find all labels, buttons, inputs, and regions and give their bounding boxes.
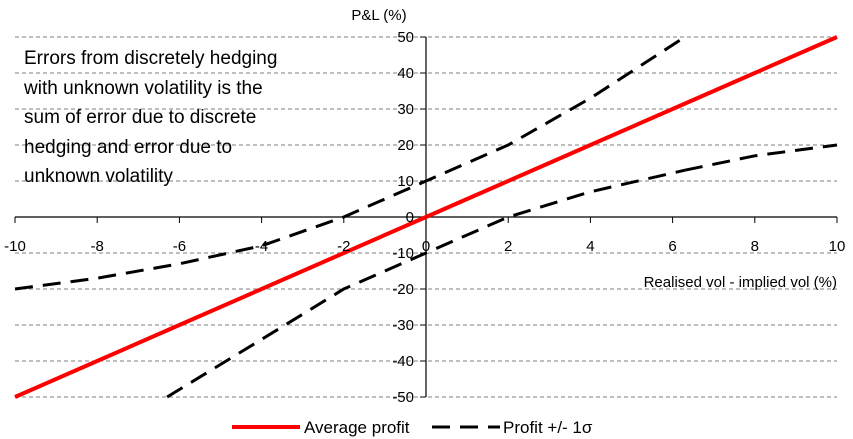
x-tick-label--4: -4 [255,238,268,255]
legend-label-average-profit: Average profit [304,418,410,437]
y-tick-label-0: 0 [406,209,414,226]
x-tick-label--8: -8 [91,238,104,255]
x-tick-label--6: -6 [173,238,186,255]
y-tick-label-30: 30 [397,101,414,118]
y-tick-label-10: 10 [397,173,414,190]
chart-annotation: Errors from discretely hedging with unkn… [24,48,278,187]
x-tick-label--2: -2 [337,238,350,255]
y-tick-label-20: 20 [397,137,414,154]
y-axis-title: P&L (%) [351,7,406,24]
series-line-profit-band-0 [166,168,686,399]
gridlines [15,36,837,398]
y-tick-label--30: -30 [392,317,414,334]
y-tick-label--20: -20 [392,281,414,298]
legend-label-profit-band: Profit +/- 1σ [503,418,593,437]
x-tick-label-2: 2 [504,238,512,255]
tick-labels: -10 -8 -6 -4 -2 0 2 4 6 8 10-50-40-30-20-100102030… [4,29,845,406]
x-tick-label-10: 10 [829,238,846,255]
x-tick-label-6: 6 [668,238,676,255]
x-tick-label-4: 4 [586,238,594,255]
x-tick-label--10: -10 [4,238,26,255]
x-axis-title: Realised vol - implied vol (%) [644,274,837,291]
legend: Average profit Profit +/- 1σ [232,418,593,437]
series-line-profit-band-2 [684,143,838,172]
x-tick-label-8: 8 [751,238,759,255]
x-tick-label-0: 0 [422,238,430,255]
y-tick-label-50: 50 [397,29,414,46]
series-layer [14,35,838,399]
series-line-average-profit [14,35,838,399]
series-line-profit-band-1 [14,35,686,291]
y-tick-label--50: -50 [392,389,414,406]
y-tick-label--10: -10 [392,245,414,262]
y-tick-label-40: 40 [397,65,414,82]
y-tick-label--40: -40 [392,353,414,370]
